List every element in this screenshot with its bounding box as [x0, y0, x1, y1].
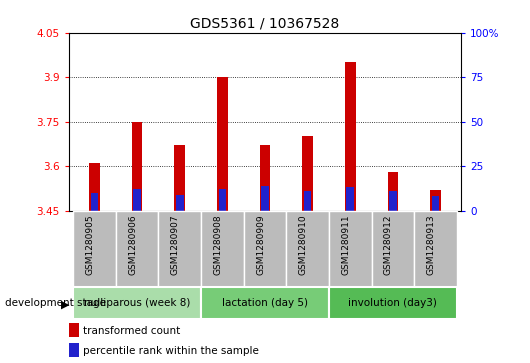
- Bar: [345, 62, 356, 211]
- Text: lactation (day 5): lactation (day 5): [222, 298, 308, 308]
- Text: GSM1280908: GSM1280908: [214, 214, 223, 275]
- Title: GDS5361 / 10367528: GDS5361 / 10367528: [190, 16, 340, 30]
- Text: GSM1280905: GSM1280905: [85, 214, 94, 275]
- Bar: [372, 211, 414, 287]
- Bar: [414, 211, 457, 287]
- Bar: [218, 189, 226, 211]
- Bar: [432, 196, 439, 211]
- Bar: [132, 122, 143, 211]
- Bar: [387, 172, 398, 211]
- Text: nulliparous (week 8): nulliparous (week 8): [84, 298, 190, 308]
- Bar: [261, 185, 269, 211]
- Bar: [329, 211, 372, 287]
- Bar: [260, 145, 270, 211]
- Bar: [91, 193, 99, 211]
- Text: GSM1280911: GSM1280911: [341, 214, 350, 275]
- Text: GSM1280907: GSM1280907: [171, 214, 180, 275]
- Text: development stage: development stage: [5, 298, 107, 308]
- Bar: [430, 190, 441, 211]
- Text: transformed count: transformed count: [83, 326, 180, 336]
- Bar: [69, 343, 79, 357]
- Text: GSM1280909: GSM1280909: [256, 214, 265, 275]
- Text: GSM1280910: GSM1280910: [298, 214, 307, 275]
- Text: involution (day3): involution (day3): [348, 298, 437, 308]
- Bar: [89, 163, 100, 211]
- Bar: [389, 191, 397, 211]
- Bar: [69, 323, 79, 338]
- Text: ▶: ▶: [61, 300, 69, 310]
- Bar: [174, 145, 185, 211]
- Bar: [302, 136, 313, 211]
- Bar: [304, 191, 312, 211]
- Text: GSM1280913: GSM1280913: [427, 214, 436, 275]
- Bar: [201, 287, 329, 319]
- Bar: [329, 287, 457, 319]
- Bar: [73, 287, 201, 319]
- Bar: [176, 195, 183, 211]
- Bar: [201, 211, 244, 287]
- Bar: [133, 189, 141, 211]
- Bar: [286, 211, 329, 287]
- Bar: [158, 211, 201, 287]
- Bar: [73, 211, 116, 287]
- Bar: [244, 211, 286, 287]
- Text: GSM1280912: GSM1280912: [384, 214, 393, 275]
- Bar: [347, 187, 354, 211]
- Text: GSM1280906: GSM1280906: [128, 214, 137, 275]
- Bar: [217, 77, 228, 211]
- Text: percentile rank within the sample: percentile rank within the sample: [83, 346, 259, 356]
- Bar: [116, 211, 158, 287]
